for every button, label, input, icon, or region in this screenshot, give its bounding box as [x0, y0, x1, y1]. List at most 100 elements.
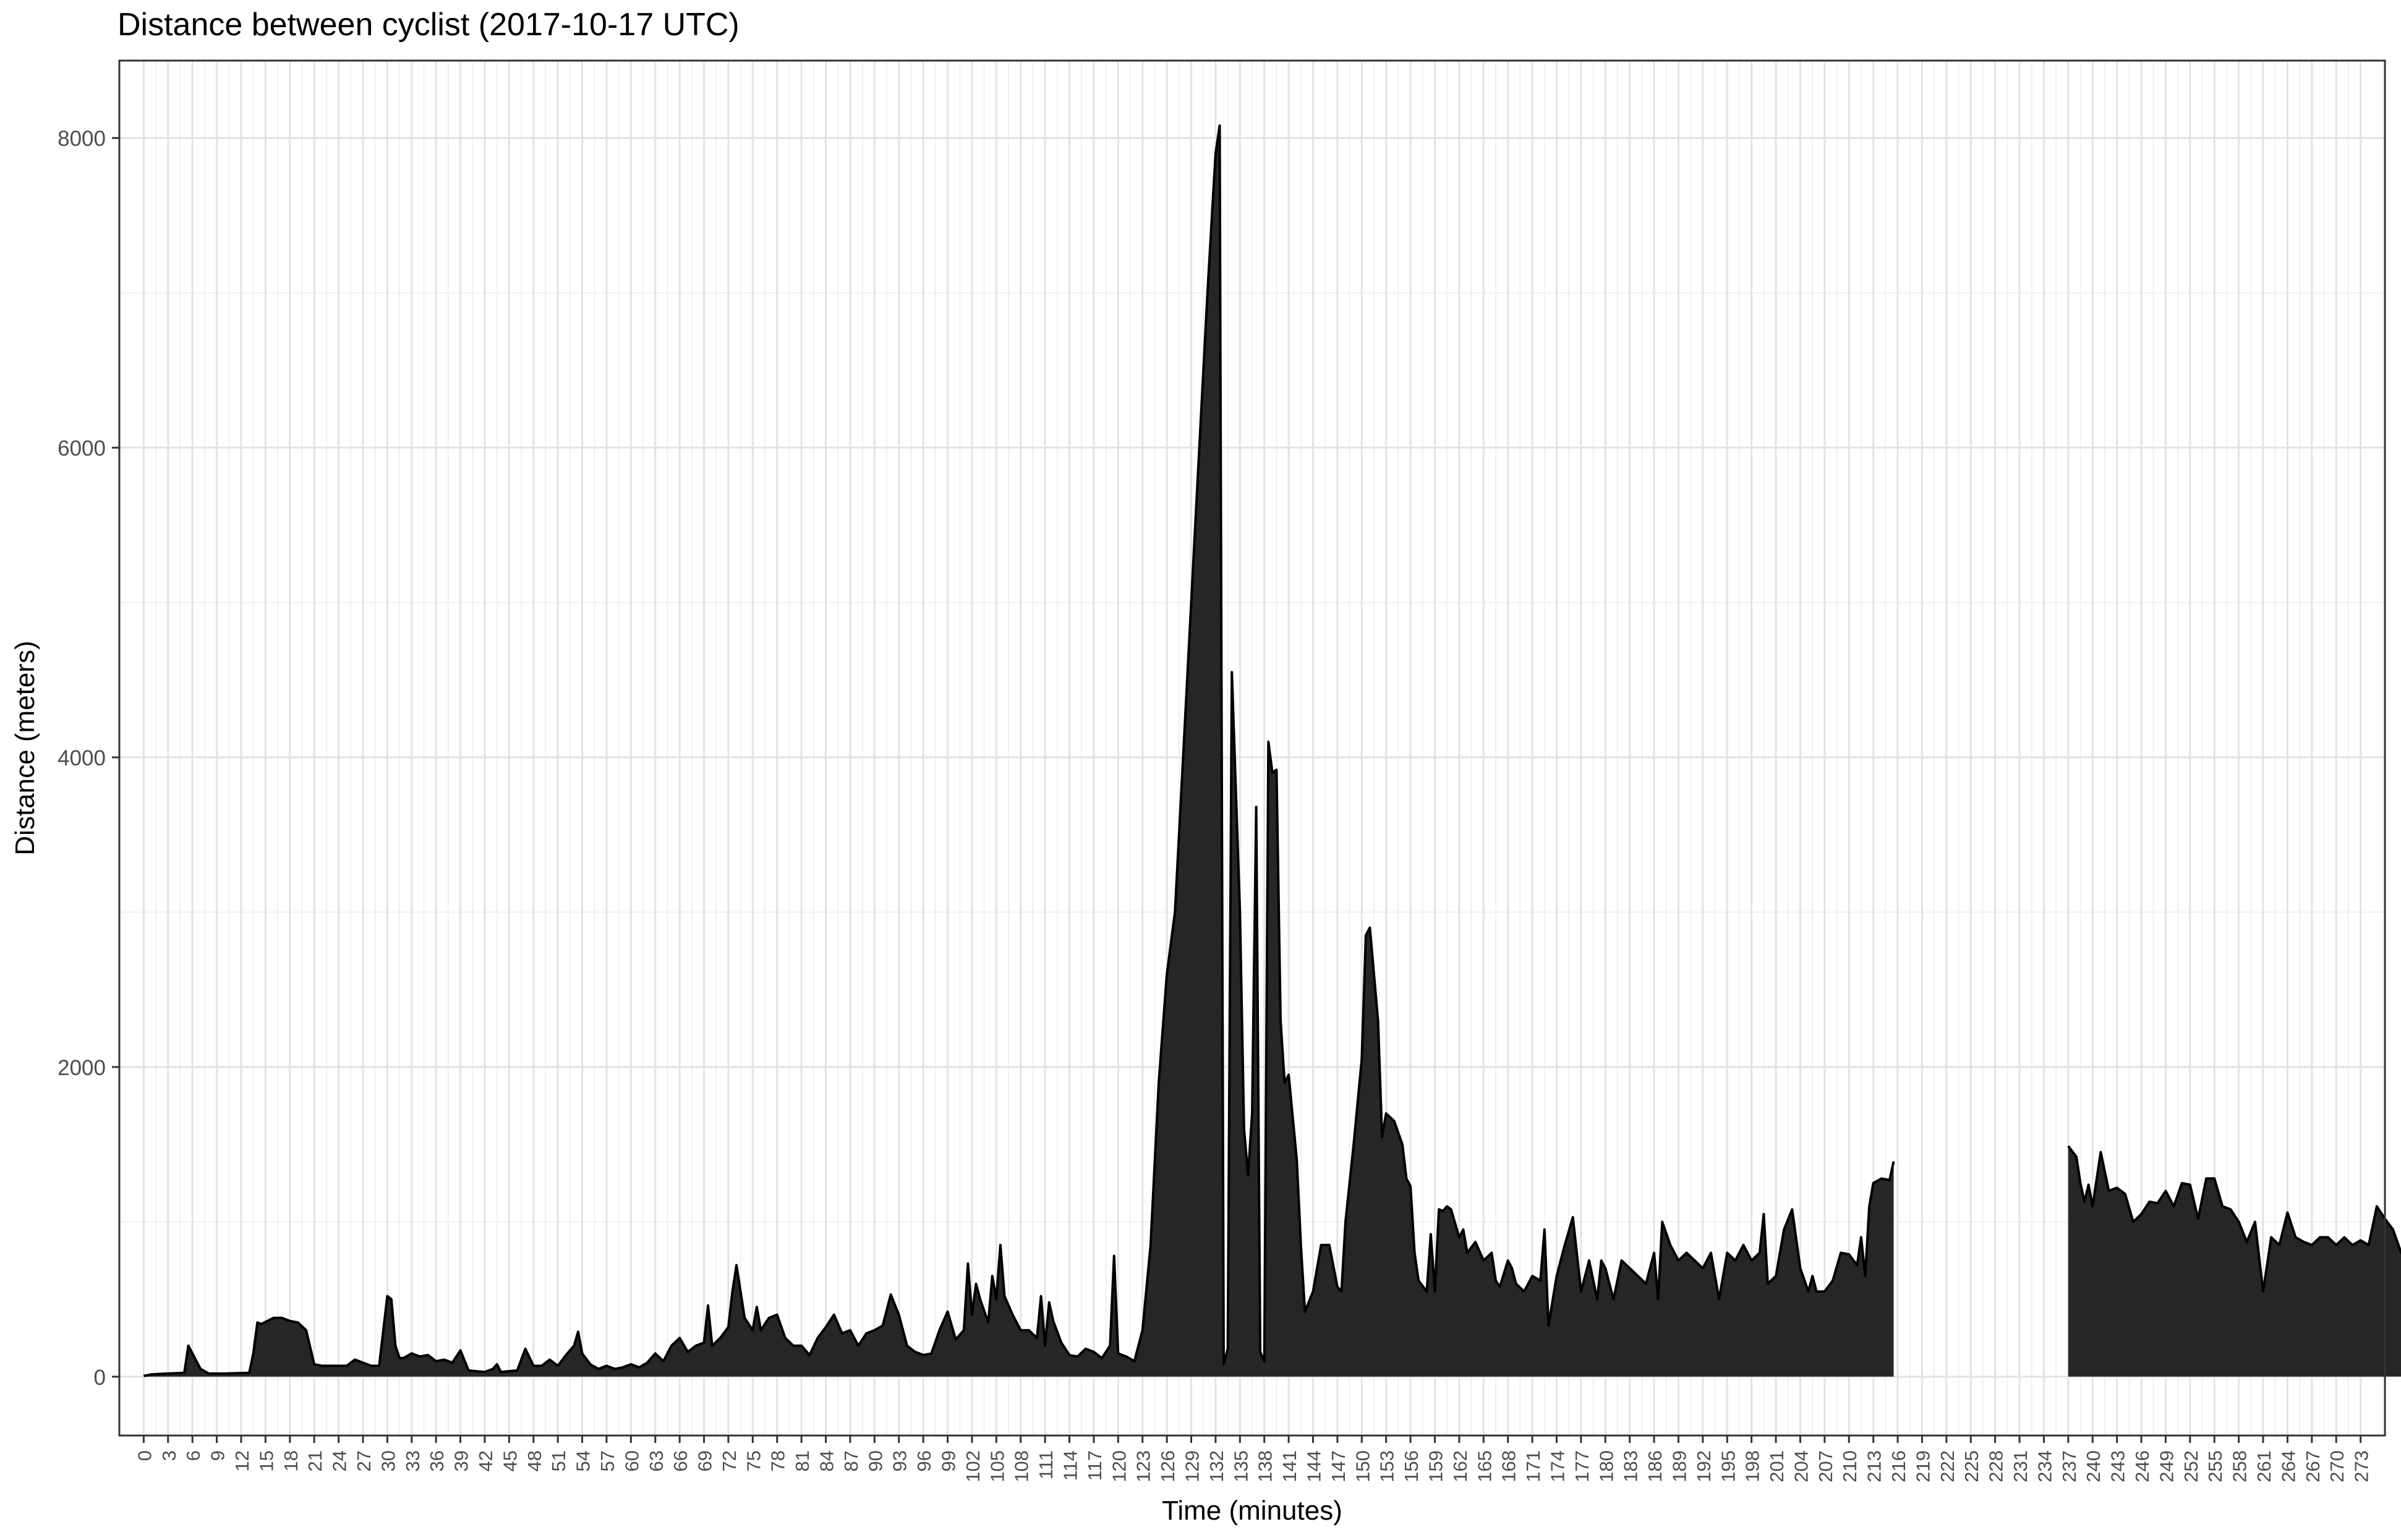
y-axis: 0 2000 4000 6000 8000 — [58, 127, 119, 1390]
x-tick-label: 141 — [1279, 1450, 1300, 1483]
x-tick-label: 249 — [2156, 1450, 2177, 1483]
x-tick-label: 252 — [2180, 1450, 2202, 1483]
x-tick-label: 30 — [377, 1450, 399, 1471]
x-axis-title: Time (minutes) — [1162, 1495, 1342, 1526]
x-tick-label: 96 — [913, 1450, 935, 1471]
y-tick-label: 6000 — [58, 436, 106, 461]
x-tick-label: 165 — [1473, 1450, 1495, 1483]
x-gridlines — [142, 61, 2362, 1436]
x-tick-label: 3 — [158, 1450, 180, 1461]
x-tick-label: 12 — [231, 1450, 253, 1471]
x-tick-label: 246 — [2131, 1450, 2153, 1483]
x-tick-label: 204 — [1790, 1450, 1812, 1483]
x-tick-label: 120 — [1108, 1450, 1130, 1483]
x-tick-label: 63 — [646, 1450, 667, 1471]
x-tick-label: 177 — [1571, 1450, 1593, 1483]
x-tick-label: 81 — [791, 1450, 813, 1471]
chart-title: Distance between cyclist (2017-10-17 UTC… — [117, 7, 740, 43]
x-tick-label: 138 — [1255, 1450, 1276, 1483]
x-tick-label: 222 — [1937, 1450, 1958, 1483]
y-tick-label: 4000 — [58, 746, 106, 770]
x-tick-label: 24 — [329, 1450, 351, 1471]
x-tick-label: 144 — [1303, 1450, 1324, 1483]
x-tick-label: 48 — [524, 1450, 545, 1471]
x-tick-label: 267 — [2302, 1450, 2324, 1483]
x-tick-label: 114 — [1060, 1450, 1081, 1481]
x-tick-label: 234 — [2034, 1450, 2055, 1483]
x-tick-label: 69 — [694, 1450, 716, 1471]
x-tick-label: 90 — [864, 1450, 886, 1471]
x-tick-label: 189 — [1668, 1450, 1690, 1483]
area-fill — [2068, 1146, 2401, 1377]
x-tick-label: 243 — [2107, 1450, 2129, 1483]
area-line — [143, 124, 1895, 1377]
x-tick-label: 180 — [1595, 1450, 1617, 1483]
x-tick-label: 225 — [1961, 1450, 1982, 1483]
x-tick-label: 219 — [1912, 1450, 1934, 1483]
x-tick-label: 135 — [1230, 1450, 1252, 1483]
x-tick-label: 228 — [1985, 1450, 2007, 1483]
minor-x-gridlines — [119, 61, 2385, 1436]
x-tick-label: 183 — [1620, 1450, 1642, 1483]
x-tick-label: 174 — [1546, 1450, 1568, 1483]
x-tick-label: 126 — [1157, 1450, 1179, 1483]
x-tick-label: 129 — [1182, 1450, 1203, 1483]
x-tick-label: 201 — [1766, 1450, 1788, 1483]
x-tick-label: 105 — [986, 1450, 1008, 1483]
x-tick-label: 255 — [2204, 1450, 2226, 1483]
x-tick-label: 51 — [548, 1450, 569, 1471]
x-tick-label: 132 — [1206, 1450, 1227, 1483]
x-tick-label: 213 — [1864, 1450, 1885, 1483]
x-tick-label: 84 — [816, 1450, 838, 1471]
x-axis: 0 3 6 9 12 15 18 21 24 27 30 33 36 39 42 45 48 51 54 57 60 63… — [134, 1436, 2373, 1483]
x-tick-label: 111 — [1035, 1450, 1057, 1479]
x-tick-label: 237 — [2058, 1450, 2080, 1483]
x-tick-label: 102 — [962, 1450, 984, 1483]
y-axis-title: Distance (meters) — [10, 640, 40, 855]
x-tick-label: 147 — [1328, 1450, 1349, 1483]
area-series — [143, 124, 2401, 1377]
x-tick-label: 72 — [719, 1450, 740, 1471]
y-tick-label: 0 — [94, 1366, 106, 1390]
x-tick-label: 87 — [840, 1450, 862, 1471]
x-tick-label: 39 — [451, 1450, 472, 1471]
x-tick-label: 36 — [426, 1450, 448, 1471]
x-tick-label: 258 — [2229, 1450, 2251, 1483]
y-tick-label: 8000 — [58, 127, 106, 151]
y-tick-label: 2000 — [58, 1056, 106, 1080]
x-tick-label: 171 — [1522, 1450, 1544, 1483]
x-tick-label: 186 — [1644, 1450, 1666, 1483]
x-tick-label: 75 — [743, 1450, 764, 1471]
x-tick-label: 240 — [2083, 1450, 2104, 1483]
x-tick-label: 261 — [2253, 1450, 2275, 1483]
x-tick-label: 6 — [182, 1450, 204, 1461]
x-tick-label: 153 — [1376, 1450, 1398, 1483]
x-tick-label: 27 — [353, 1450, 375, 1471]
x-tick-label: 57 — [597, 1450, 618, 1471]
x-tick-label: 78 — [767, 1450, 789, 1471]
x-tick-label: 66 — [670, 1450, 691, 1471]
x-tick-label: 60 — [621, 1450, 642, 1471]
x-tick-label: 123 — [1133, 1450, 1154, 1483]
x-tick-label: 207 — [1815, 1450, 1836, 1483]
x-tick-label: 156 — [1401, 1450, 1422, 1483]
x-tick-label: 231 — [2010, 1450, 2031, 1483]
x-tick-label: 195 — [1717, 1450, 1739, 1483]
x-tick-label: 216 — [1888, 1450, 1909, 1483]
x-tick-label: 45 — [499, 1450, 521, 1471]
area-line — [2067, 1145, 2401, 1293]
x-tick-label: 198 — [1742, 1450, 1763, 1483]
x-tick-label: 162 — [1449, 1450, 1471, 1483]
plot-border — [118, 59, 2386, 1437]
x-tick-label: 33 — [402, 1450, 424, 1471]
x-tick-label: 273 — [2351, 1450, 2373, 1483]
x-tick-label: 168 — [1498, 1450, 1520, 1483]
x-tick-label: 150 — [1352, 1450, 1373, 1483]
x-tick-label: 0 — [134, 1450, 155, 1461]
x-tick-label: 108 — [1011, 1450, 1033, 1483]
x-tick-label: 18 — [280, 1450, 302, 1471]
x-tick-label: 9 — [207, 1450, 229, 1461]
x-tick-label: 117 — [1084, 1450, 1106, 1481]
x-tick-label: 264 — [2277, 1450, 2299, 1483]
